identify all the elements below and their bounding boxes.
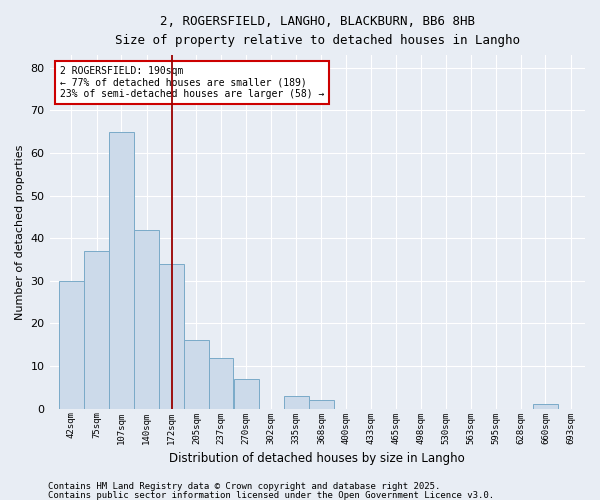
Bar [284,396,308,408]
Bar [85,251,109,408]
Bar [533,404,558,408]
Bar [309,400,334,408]
Bar [159,264,184,408]
Y-axis label: Number of detached properties: Number of detached properties [15,144,25,320]
Text: 2 ROGERSFIELD: 190sqm
← 77% of detached houses are smaller (189)
23% of semi-det: 2 ROGERSFIELD: 190sqm ← 77% of detached … [60,66,325,99]
Bar [184,340,209,408]
Bar [134,230,159,408]
Text: Contains HM Land Registry data © Crown copyright and database right 2025.: Contains HM Land Registry data © Crown c… [48,482,440,491]
Title: 2, ROGERSFIELD, LANGHO, BLACKBURN, BB6 8HB
Size of property relative to detached: 2, ROGERSFIELD, LANGHO, BLACKBURN, BB6 8… [115,15,520,47]
Bar [234,379,259,408]
X-axis label: Distribution of detached houses by size in Langho: Distribution of detached houses by size … [169,452,465,465]
Bar [109,132,134,408]
Bar [209,358,233,408]
Text: Contains public sector information licensed under the Open Government Licence v3: Contains public sector information licen… [48,490,494,500]
Bar [59,281,84,408]
